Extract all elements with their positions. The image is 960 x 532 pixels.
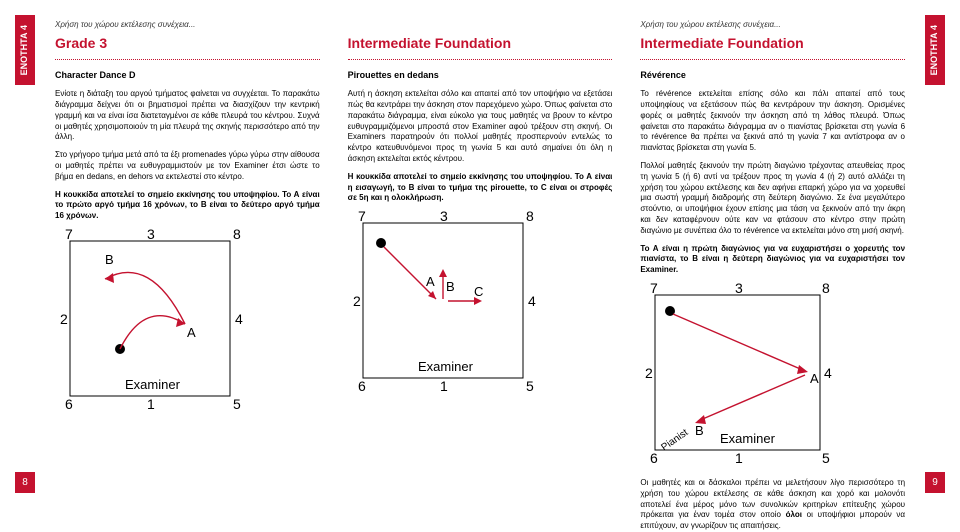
page-number-right: 9	[925, 472, 945, 493]
svg-text:4: 4	[235, 311, 243, 327]
svg-text:Examiner: Examiner	[720, 431, 776, 446]
subheading: Pirouettes en dedans	[348, 70, 613, 82]
svg-text:4: 4	[824, 365, 832, 381]
svg-text:A: A	[810, 371, 819, 386]
svg-text:5: 5	[526, 378, 534, 394]
para: Αυτή η άσκηση εκτελείται σόλο και απαιτε…	[348, 89, 613, 165]
para: Η κουκκίδα αποτελεί το σημείο εκκίνησης …	[55, 190, 320, 222]
svg-text:5: 5	[233, 396, 241, 412]
svg-text:6: 6	[358, 378, 366, 394]
svg-text:2: 2	[60, 311, 68, 327]
svg-text:7: 7	[650, 283, 658, 296]
svg-text:B: B	[695, 423, 704, 438]
heading-intfound: Intermediate Foundation	[348, 34, 613, 59]
svg-text:7: 7	[65, 229, 73, 242]
heading-intfound2: Intermediate Foundation	[640, 34, 905, 59]
para: Η κουκκίδα αποτελεί το σημείο εκκίνησης …	[348, 172, 613, 204]
section-tab-right: ΕΝΟΤΗΤΑ 4	[925, 15, 945, 85]
svg-text:2: 2	[645, 365, 653, 381]
svg-text:Examiner: Examiner	[418, 359, 474, 374]
svg-text:7: 7	[358, 211, 366, 224]
subheading: Character Dance D	[55, 70, 320, 82]
continued-text: Χρήση του χώρου εκτέλεσης συνέχεια...	[640, 20, 905, 30]
svg-text:Examiner: Examiner	[125, 377, 181, 392]
svg-text:5: 5	[822, 450, 830, 466]
svg-text:1: 1	[440, 378, 448, 394]
diagram-character-dance: 7 3 8 2 4 6 1 5 Examiner A B	[55, 229, 245, 419]
continued-text: Χρήση του χώρου εκτέλεσης συνέχεια...	[55, 20, 320, 30]
svg-text:A: A	[187, 325, 196, 340]
para: Ενίοτε η διάταξη του αργού τμήματος φαίν…	[55, 89, 320, 143]
footer-para: Οι μαθητές και οι δάσκαλοι πρέπει να μελ…	[640, 478, 905, 532]
svg-text:B: B	[105, 252, 114, 267]
svg-text:3: 3	[735, 283, 743, 296]
svg-text:C: C	[474, 284, 483, 299]
column-reverence: Χρήση του χώρου εκτέλεσης συνέχεια... In…	[640, 20, 905, 495]
svg-text:A: A	[426, 274, 435, 289]
heading-grade3: Grade 3	[55, 34, 320, 59]
column-pirouettes: . Intermediate Foundation Pirouettes en …	[348, 20, 613, 495]
svg-text:6: 6	[65, 396, 73, 412]
svg-text:B: B	[446, 279, 455, 294]
para: Το Α είναι η πρώτη διαγώνιος για να ευχα…	[640, 244, 905, 276]
para: Το révérence εκτελείται επίσης σόλο και …	[640, 89, 905, 154]
column-grade3: Χρήση του χώρου εκτέλεσης συνέχεια... Gr…	[55, 20, 320, 495]
section-tab-left: ΕΝΟΤΗΤΑ 4	[15, 15, 35, 85]
svg-text:6: 6	[650, 450, 658, 466]
subheading: Révérence	[640, 70, 905, 82]
svg-text:4: 4	[528, 293, 536, 309]
svg-text:3: 3	[147, 229, 155, 242]
diagram-pirouettes: 7 3 8 2 4 6 1 5 Examiner A B	[348, 211, 538, 401]
svg-text:3: 3	[440, 211, 448, 224]
svg-text:1: 1	[147, 396, 155, 412]
svg-text:8: 8	[233, 229, 241, 242]
diagram-reverence: 7 3 8 2 4 6 1 5 Examiner Pianist A B	[640, 283, 835, 478]
page-number-left: 8	[15, 472, 35, 493]
svg-text:8: 8	[526, 211, 534, 224]
svg-text:1: 1	[735, 450, 743, 466]
para: Πολλοί μαθητές ξεκινούν την πρώτη διαγών…	[640, 161, 905, 237]
para: Στο γρήγορο τμήμα μετά από τα έξι promen…	[55, 150, 320, 182]
svg-text:2: 2	[353, 293, 361, 309]
svg-text:8: 8	[822, 283, 830, 296]
